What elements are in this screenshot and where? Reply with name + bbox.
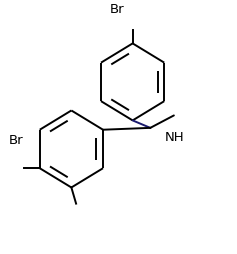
Text: Br: Br — [110, 3, 125, 16]
Text: NH: NH — [164, 131, 184, 144]
Text: Br: Br — [9, 134, 23, 147]
